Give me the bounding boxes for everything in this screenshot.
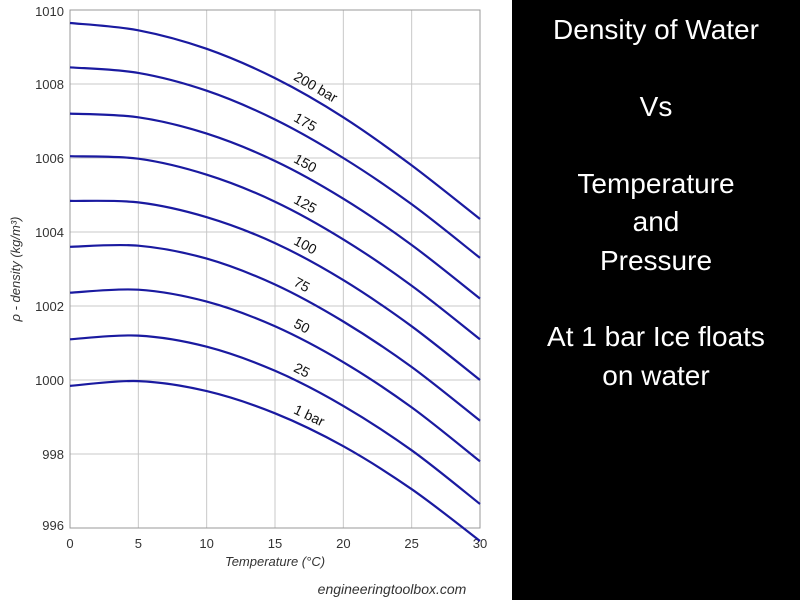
side-vs-line: Vs xyxy=(639,91,673,122)
side-temperature-line: Temperature xyxy=(577,168,735,199)
series-line xyxy=(69,199,481,381)
y-tick-label: 1010 xyxy=(35,4,64,19)
chart-panel: 0 5 10 15 20 25 30 996 998 1000 1002 1004 1006 1008 10… xyxy=(8,4,488,597)
x-tick-label: 30 xyxy=(473,536,487,551)
y-tick-label: 1006 xyxy=(35,151,64,166)
credit-text: engineeringtoolbox.com xyxy=(318,581,467,597)
x-tick-label: 0 xyxy=(66,536,73,551)
density-chart: 0 5 10 15 20 25 30 996 998 1000 1002 1004 1006 1008 10… xyxy=(8,4,487,597)
side-ice-line: At 1 bar Ice floats xyxy=(547,321,765,352)
series-line xyxy=(69,155,481,341)
x-tick-label: 15 xyxy=(268,536,282,551)
series-line xyxy=(69,21,481,220)
side-water-line: on water xyxy=(602,360,710,391)
y-tick-label: 1000 xyxy=(35,373,64,388)
y-tick-label: 1008 xyxy=(35,77,64,92)
y-tick-label: 1002 xyxy=(35,299,64,314)
y-tick-label: 1004 xyxy=(35,225,64,240)
series-line xyxy=(69,243,481,422)
x-tick-label: 10 xyxy=(199,536,213,551)
side-panel: Density of Water Vs Temperature and Pres… xyxy=(512,0,800,600)
side-pressure-line: Pressure xyxy=(599,245,713,276)
series-line xyxy=(69,334,481,505)
x-tick-label: 5 xyxy=(135,536,142,551)
y-tick-label: 998 xyxy=(42,447,64,462)
series-label: 25 xyxy=(291,359,312,380)
series-line xyxy=(69,66,481,259)
x-tick-label: 20 xyxy=(336,536,350,551)
series-lines xyxy=(69,21,481,542)
series-label: 50 xyxy=(291,315,312,337)
x-axis-title: Temperature (°C) xyxy=(225,554,325,569)
series-line xyxy=(69,112,481,300)
x-tick-label: 25 xyxy=(404,536,418,551)
y-tick-label: 996 xyxy=(42,518,64,533)
series-label: 75 xyxy=(291,274,312,296)
series-line xyxy=(69,288,481,463)
y-axis-title: ρ - density (kg/m³) xyxy=(8,217,23,323)
axis-ticks: 0 5 10 15 20 25 30 996 998 1000 1002 1004 1006 1008 10… xyxy=(35,4,487,551)
series-line xyxy=(69,379,481,542)
side-title-line: Density of Water xyxy=(553,14,759,45)
side-and-line: and xyxy=(632,206,680,237)
plot-frame xyxy=(69,9,481,529)
